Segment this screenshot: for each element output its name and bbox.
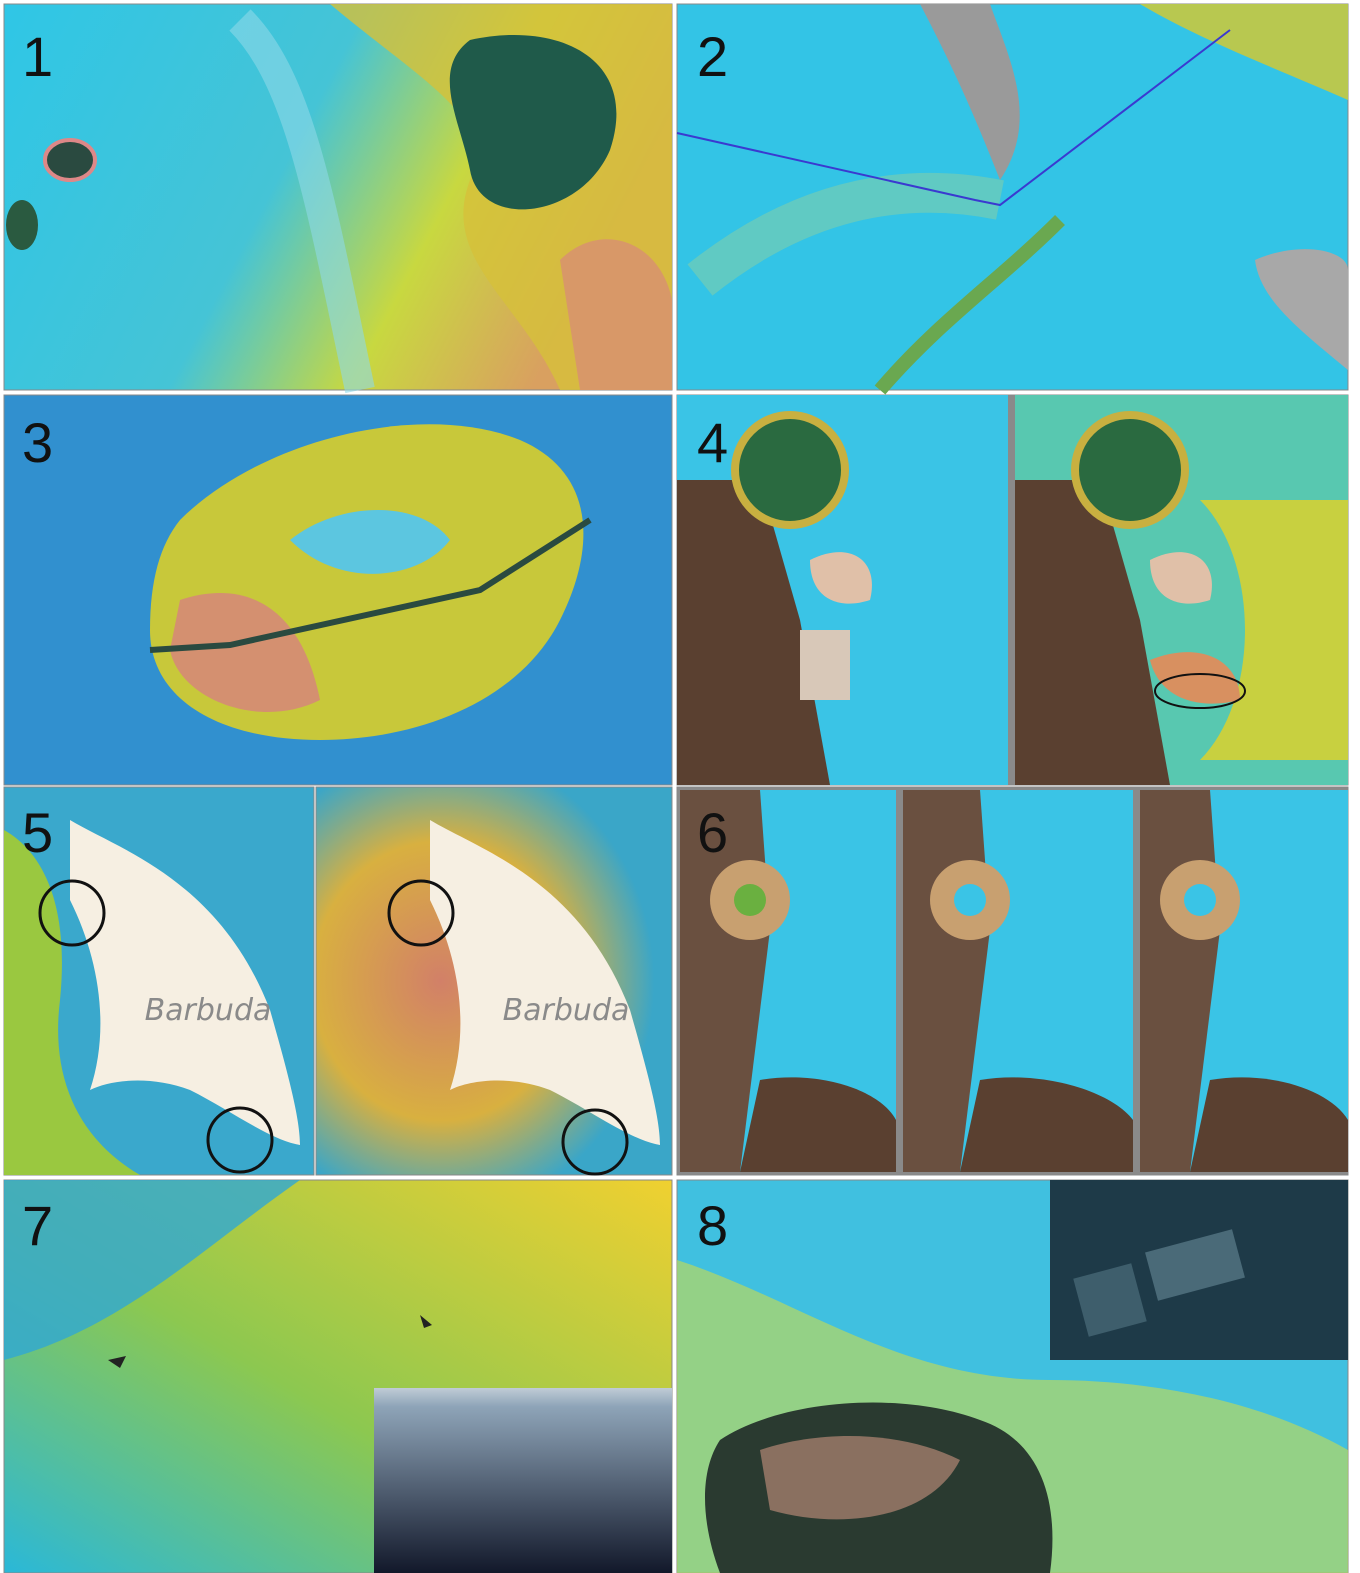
panel-label: 5 bbox=[22, 801, 53, 864]
panel-6: 6 bbox=[677, 787, 1348, 1175]
panel-label: 7 bbox=[22, 1194, 53, 1257]
panel-1: 1 bbox=[4, 4, 672, 390]
panel-label: 3 bbox=[22, 411, 53, 474]
panel-5: Barbuda Barbuda 5 bbox=[4, 787, 672, 1175]
figure: 1 2 3 bbox=[0, 0, 1360, 1573]
panel-label: 4 bbox=[697, 411, 728, 474]
panel-4: 4 bbox=[677, 395, 1348, 785]
panel-label: 6 bbox=[697, 801, 728, 864]
panel-3: 3 bbox=[4, 395, 672, 785]
panel-label: 1 bbox=[22, 25, 53, 88]
island-label: Barbuda bbox=[503, 993, 630, 1028]
panel-label: 2 bbox=[697, 25, 728, 88]
panel-8: 8 bbox=[677, 1180, 1348, 1573]
panel-2: 2 bbox=[677, 4, 1348, 390]
panel-7: 7 bbox=[4, 1180, 672, 1573]
island-label: Barbuda bbox=[145, 993, 272, 1028]
panel-label: 8 bbox=[697, 1194, 728, 1257]
